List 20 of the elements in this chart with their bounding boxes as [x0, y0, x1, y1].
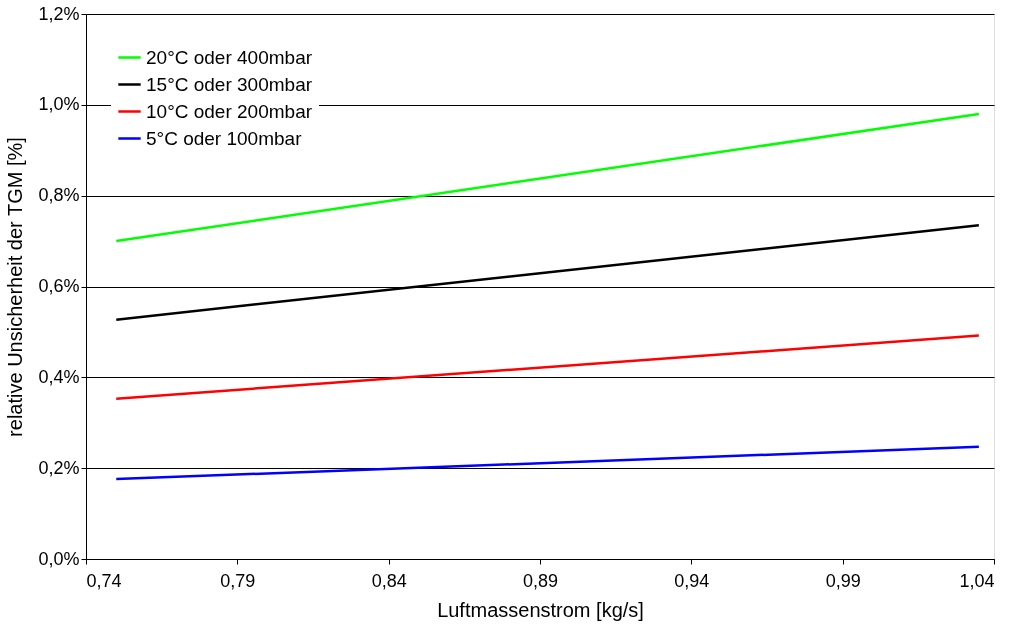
y-tick-label: 1,2%	[38, 3, 80, 24]
x-tick-label: 1,04	[959, 570, 995, 591]
legend-label: 5°C oder 100mbar	[146, 127, 303, 149]
y-tick-label: 0,2%	[38, 457, 80, 478]
x-tick-label: 0,79	[220, 570, 256, 591]
legend-label: 10°C oder 200mbar	[146, 100, 313, 122]
y-tick-label: 0,4%	[38, 366, 80, 387]
x-tick-label: 0,89	[522, 570, 559, 591]
x-tick-label: 0,84	[371, 570, 407, 591]
x-tick-label: 0,74	[86, 570, 122, 591]
legend-label: 20°C oder 400mbar	[146, 46, 313, 68]
x-tick-label: 0,94	[674, 570, 710, 591]
x-axis-title: Luftmassenstrom [kg/s]	[437, 598, 644, 621]
legend-label: 15°C oder 300mbar	[146, 73, 313, 95]
y-tick-label: 0,6%	[38, 276, 80, 296]
x-tick-label: 0,99	[825, 570, 861, 591]
y-axis-title: relative Unsicherheit der TGM [%]	[4, 137, 27, 437]
y-tick-label: 1,0%	[38, 94, 80, 115]
y-tick-label: 0,8%	[38, 185, 80, 206]
y-tick-label: 0,0%	[38, 548, 80, 569]
